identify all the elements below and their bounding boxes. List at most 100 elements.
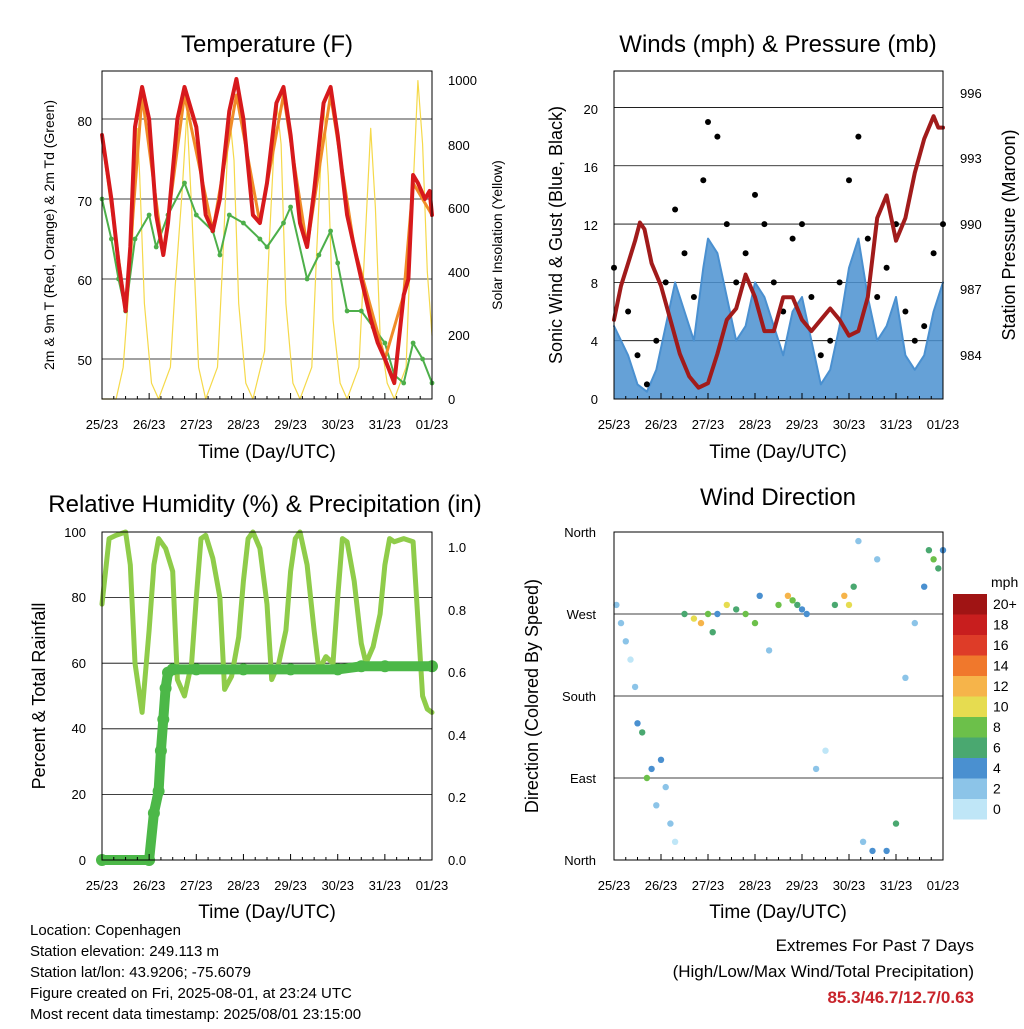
direction-point xyxy=(874,556,881,563)
speed-legend: 0 2 4 6 8 10 12 14 16 18 20+ xyxy=(953,594,1017,820)
direction-point xyxy=(921,583,928,590)
dir-ytick: North xyxy=(564,525,596,540)
gust-point xyxy=(705,119,711,125)
direction-point xyxy=(627,656,634,663)
legend-swatch xyxy=(953,717,987,738)
x-tick-label: 26/23 xyxy=(133,417,166,432)
temp-ylabel-right: Solar Insolation (Yellow) xyxy=(489,160,505,310)
dir-xlabel: Time (Day/UTC) xyxy=(709,902,847,923)
dewpoint-point xyxy=(281,220,286,226)
gust-point xyxy=(761,221,768,228)
precip-point xyxy=(152,785,165,798)
direction-point xyxy=(622,638,629,645)
wind-ytick: 4 xyxy=(591,334,598,349)
dewpoint-point xyxy=(146,212,152,218)
dewpoint-point xyxy=(217,252,223,258)
direction-point xyxy=(714,610,721,618)
wind-ylabel-right: Station Pressure (Maroon) xyxy=(999,129,1019,340)
direction-point xyxy=(643,774,651,782)
station-info: Location: Copenhagen Station elevation: … xyxy=(30,920,361,1025)
x-tick-label: 26/23 xyxy=(645,417,678,432)
legend-swatch xyxy=(953,635,987,656)
direction-point xyxy=(841,592,848,599)
gust-point xyxy=(874,294,881,300)
direction-point xyxy=(639,729,646,736)
gust-point xyxy=(634,352,641,359)
direction-point xyxy=(751,619,759,627)
x-tick-label: 01/23 xyxy=(416,417,449,432)
direction-point xyxy=(925,547,933,554)
direction-point xyxy=(662,783,669,791)
temp-y2tick: 200 xyxy=(448,328,470,343)
legend-label: 10 xyxy=(993,699,1009,715)
temp-y2tick: 0 xyxy=(448,392,455,407)
direction-point xyxy=(723,601,730,609)
x-tick-label: 29/23 xyxy=(786,417,819,432)
dewpoint-point xyxy=(109,236,114,242)
direction-point xyxy=(935,565,942,572)
direction-point xyxy=(883,847,890,855)
temp-y2tick: 800 xyxy=(448,138,470,153)
temp-2m-line xyxy=(100,77,434,385)
legend-label: 16 xyxy=(993,637,1009,653)
wind-y2tick: 990 xyxy=(960,217,982,232)
x-tick-label: 25/23 xyxy=(86,878,119,893)
info-elevation: Station elevation: 249.113 m xyxy=(30,943,220,960)
gust-point xyxy=(864,235,871,242)
dewpoint-point xyxy=(335,260,341,266)
gust-point xyxy=(799,221,805,228)
legend-label: 4 xyxy=(993,760,1001,776)
dewpoint-point xyxy=(264,244,270,250)
temp-ytick: 70 xyxy=(78,194,92,209)
gust-point xyxy=(883,264,890,271)
direction-point xyxy=(930,556,937,563)
x-tick-label: 31/23 xyxy=(880,417,913,432)
extremes-box: Extremes For Past 7 Days (High/Low/Max W… xyxy=(673,933,974,1011)
temp-ytick: 60 xyxy=(78,273,92,288)
x-tick-label: 30/23 xyxy=(321,417,354,432)
temperature-title: Temperature (F) xyxy=(181,31,353,58)
dewpoint-point xyxy=(328,228,333,234)
dewpoint-point xyxy=(382,340,388,346)
precip-point xyxy=(154,744,167,757)
direction-point xyxy=(617,619,625,627)
direction-point xyxy=(681,610,688,618)
x-tick-label: 30/23 xyxy=(321,878,354,893)
wind-xlabel: Time (Day/UTC) xyxy=(709,442,847,463)
direction-point xyxy=(803,610,810,618)
sonic-wind-line xyxy=(613,237,944,393)
x-tick-label: 28/23 xyxy=(739,878,772,893)
dewpoint-point xyxy=(132,236,138,242)
rh-ytick: 0 xyxy=(79,853,86,868)
gust-point xyxy=(723,221,730,228)
legend-swatch xyxy=(953,676,987,697)
dewpoint-point xyxy=(304,276,310,282)
gust-point xyxy=(643,381,650,388)
precip-point xyxy=(157,713,170,726)
info-location: Location: Copenhagen xyxy=(30,922,181,939)
pressure-line xyxy=(612,114,945,390)
direction-point xyxy=(709,629,716,636)
legend-label: 14 xyxy=(993,658,1009,674)
x-tick-label: 29/23 xyxy=(786,878,819,893)
extremes-title: Extremes For Past 7 Days xyxy=(775,936,974,955)
rh-ytick: 40 xyxy=(72,721,86,736)
legend-label: 2 xyxy=(993,781,1001,797)
legend-swatch xyxy=(953,594,987,615)
gust-point xyxy=(690,294,697,300)
x-tick-label: 25/23 xyxy=(598,878,631,893)
direction-point xyxy=(798,606,806,613)
gust-point xyxy=(911,337,918,344)
rh-ylabel-left: Percent & Total Rainfall xyxy=(29,603,49,790)
temperature-panel: Temperature (F) 50 60 70 80 0 200 400 60… xyxy=(41,31,505,463)
x-tick-label: 28/23 xyxy=(227,417,260,432)
direction-point xyxy=(634,720,641,727)
dewpoint-point xyxy=(153,244,159,250)
precip-point xyxy=(190,663,203,676)
x-tick-label: 25/23 xyxy=(86,417,119,432)
direction-point xyxy=(631,683,639,691)
dir-ytick: North xyxy=(564,853,596,868)
dewpoint-point xyxy=(226,212,232,218)
direction-point xyxy=(831,601,839,609)
precip-point xyxy=(237,663,250,676)
